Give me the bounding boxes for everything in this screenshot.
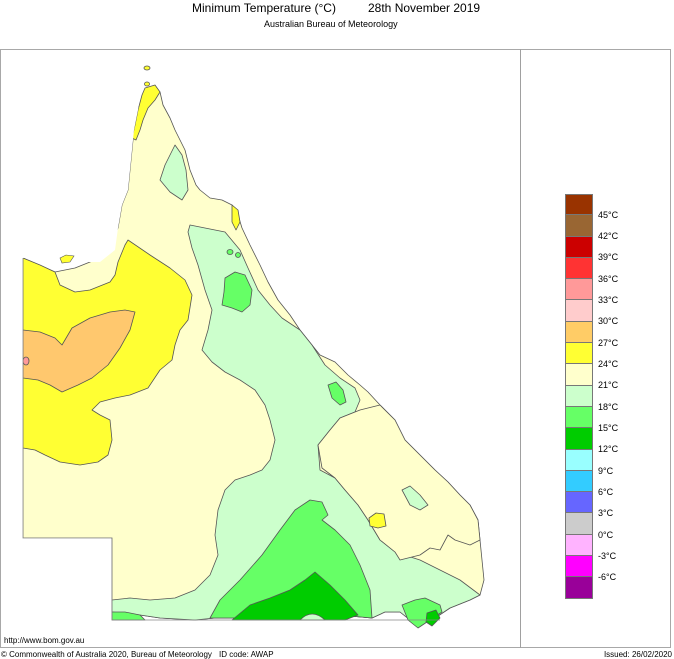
map-header: Minimum Temperature (°C) 28th November 2… xyxy=(0,0,674,40)
legend-label: 9°C xyxy=(598,466,614,476)
legend-swatch-42-45 xyxy=(565,215,593,237)
legend-swatch-0-3 xyxy=(565,513,593,535)
legend-label: 0°C xyxy=(598,530,614,540)
legend-swatch-30-33 xyxy=(565,300,593,322)
map-title: Minimum Temperature (°C) xyxy=(192,1,336,15)
legend-swatch-below-minus6 xyxy=(565,577,593,599)
legend-label: 33°C xyxy=(598,295,619,305)
legend-swatch-27-30 xyxy=(565,321,593,344)
legend-swatch-24-27 xyxy=(565,343,593,365)
bom-url-link[interactable]: http://www.bom.gov.au xyxy=(4,636,85,645)
legend-swatch-39-42 xyxy=(565,236,593,258)
legend-label: 6°C xyxy=(598,487,614,497)
zone-15-18-southeast xyxy=(401,597,443,629)
legend-label: 12°C xyxy=(598,444,619,454)
island-yellow-1 xyxy=(143,65,151,71)
zone-21-24-southeast xyxy=(317,404,481,561)
legend-swatch-above-45 xyxy=(565,194,593,216)
gulf-island xyxy=(59,254,75,264)
legend-label: -3°C xyxy=(598,551,617,561)
queensland-temperature-map xyxy=(1,50,485,647)
legend-swatch-12-15 xyxy=(565,428,593,450)
south-west-ocean-mask xyxy=(1,538,111,647)
zone-30-33-spot xyxy=(22,356,30,366)
legend-swatch-minus6-minus3 xyxy=(565,556,593,578)
legend-label: 15°C xyxy=(598,423,619,433)
legend-label: 27°C xyxy=(598,338,619,348)
legend-label: 45°C xyxy=(598,210,619,220)
legend-label: 42°C xyxy=(598,231,619,241)
legend-label: -6°C xyxy=(598,572,617,582)
frame-divider xyxy=(520,49,521,648)
legend-swatch-6-9 xyxy=(565,470,593,493)
issued-date: Issued: 26/02/2020 xyxy=(603,650,672,659)
zone-15-18-spot-2 xyxy=(235,252,241,258)
legend-swatch-18-21 xyxy=(565,385,593,407)
zone-15-18-tablelands xyxy=(221,271,253,313)
state-border xyxy=(22,258,440,621)
legend-swatch-15-18 xyxy=(565,406,593,429)
zone-18-21-se-pocket xyxy=(401,485,429,511)
map-date: 28th November 2019 xyxy=(368,1,481,15)
legend-label: 18°C xyxy=(598,402,619,412)
legend-label: 39°C xyxy=(598,252,619,262)
temperature-legend xyxy=(565,194,593,599)
legend-swatch-9-12 xyxy=(565,449,593,471)
legend-swatch-33-36 xyxy=(565,279,593,301)
legend-swatch-36-39 xyxy=(565,257,593,280)
legend-label: 36°C xyxy=(598,274,619,284)
id-code: ID code: AWAP xyxy=(219,650,274,659)
legend-swatch-minus3-0 xyxy=(565,534,593,557)
zone-18-21-cape-york xyxy=(159,144,189,201)
legend-swatch-3-6 xyxy=(565,492,593,514)
zone-12-15-southeast xyxy=(425,609,441,627)
island-yellow-2 xyxy=(144,81,150,87)
zone-27-30 xyxy=(22,309,136,393)
legend-label: 24°C xyxy=(598,359,619,369)
copyright-notice: © Commonwealth of Australia 2020, Bureau… xyxy=(1,650,212,659)
legend-label: 30°C xyxy=(598,316,619,326)
legend-swatch-21-24 xyxy=(565,364,593,386)
zone-15-18-central xyxy=(327,381,347,406)
zone-15-18-spot-1 xyxy=(226,249,234,255)
map-subtitle: Australian Bureau of Meteorology xyxy=(264,19,398,29)
west-mask xyxy=(1,50,23,538)
zone-24-27-darling-downs xyxy=(368,512,387,529)
legend-label: 3°C xyxy=(598,508,614,518)
gulf-of-carpentaria xyxy=(23,50,140,262)
legend-label: 21°C xyxy=(598,380,619,390)
map-frame xyxy=(0,49,671,648)
zone-24-27-east-coast xyxy=(231,204,241,231)
